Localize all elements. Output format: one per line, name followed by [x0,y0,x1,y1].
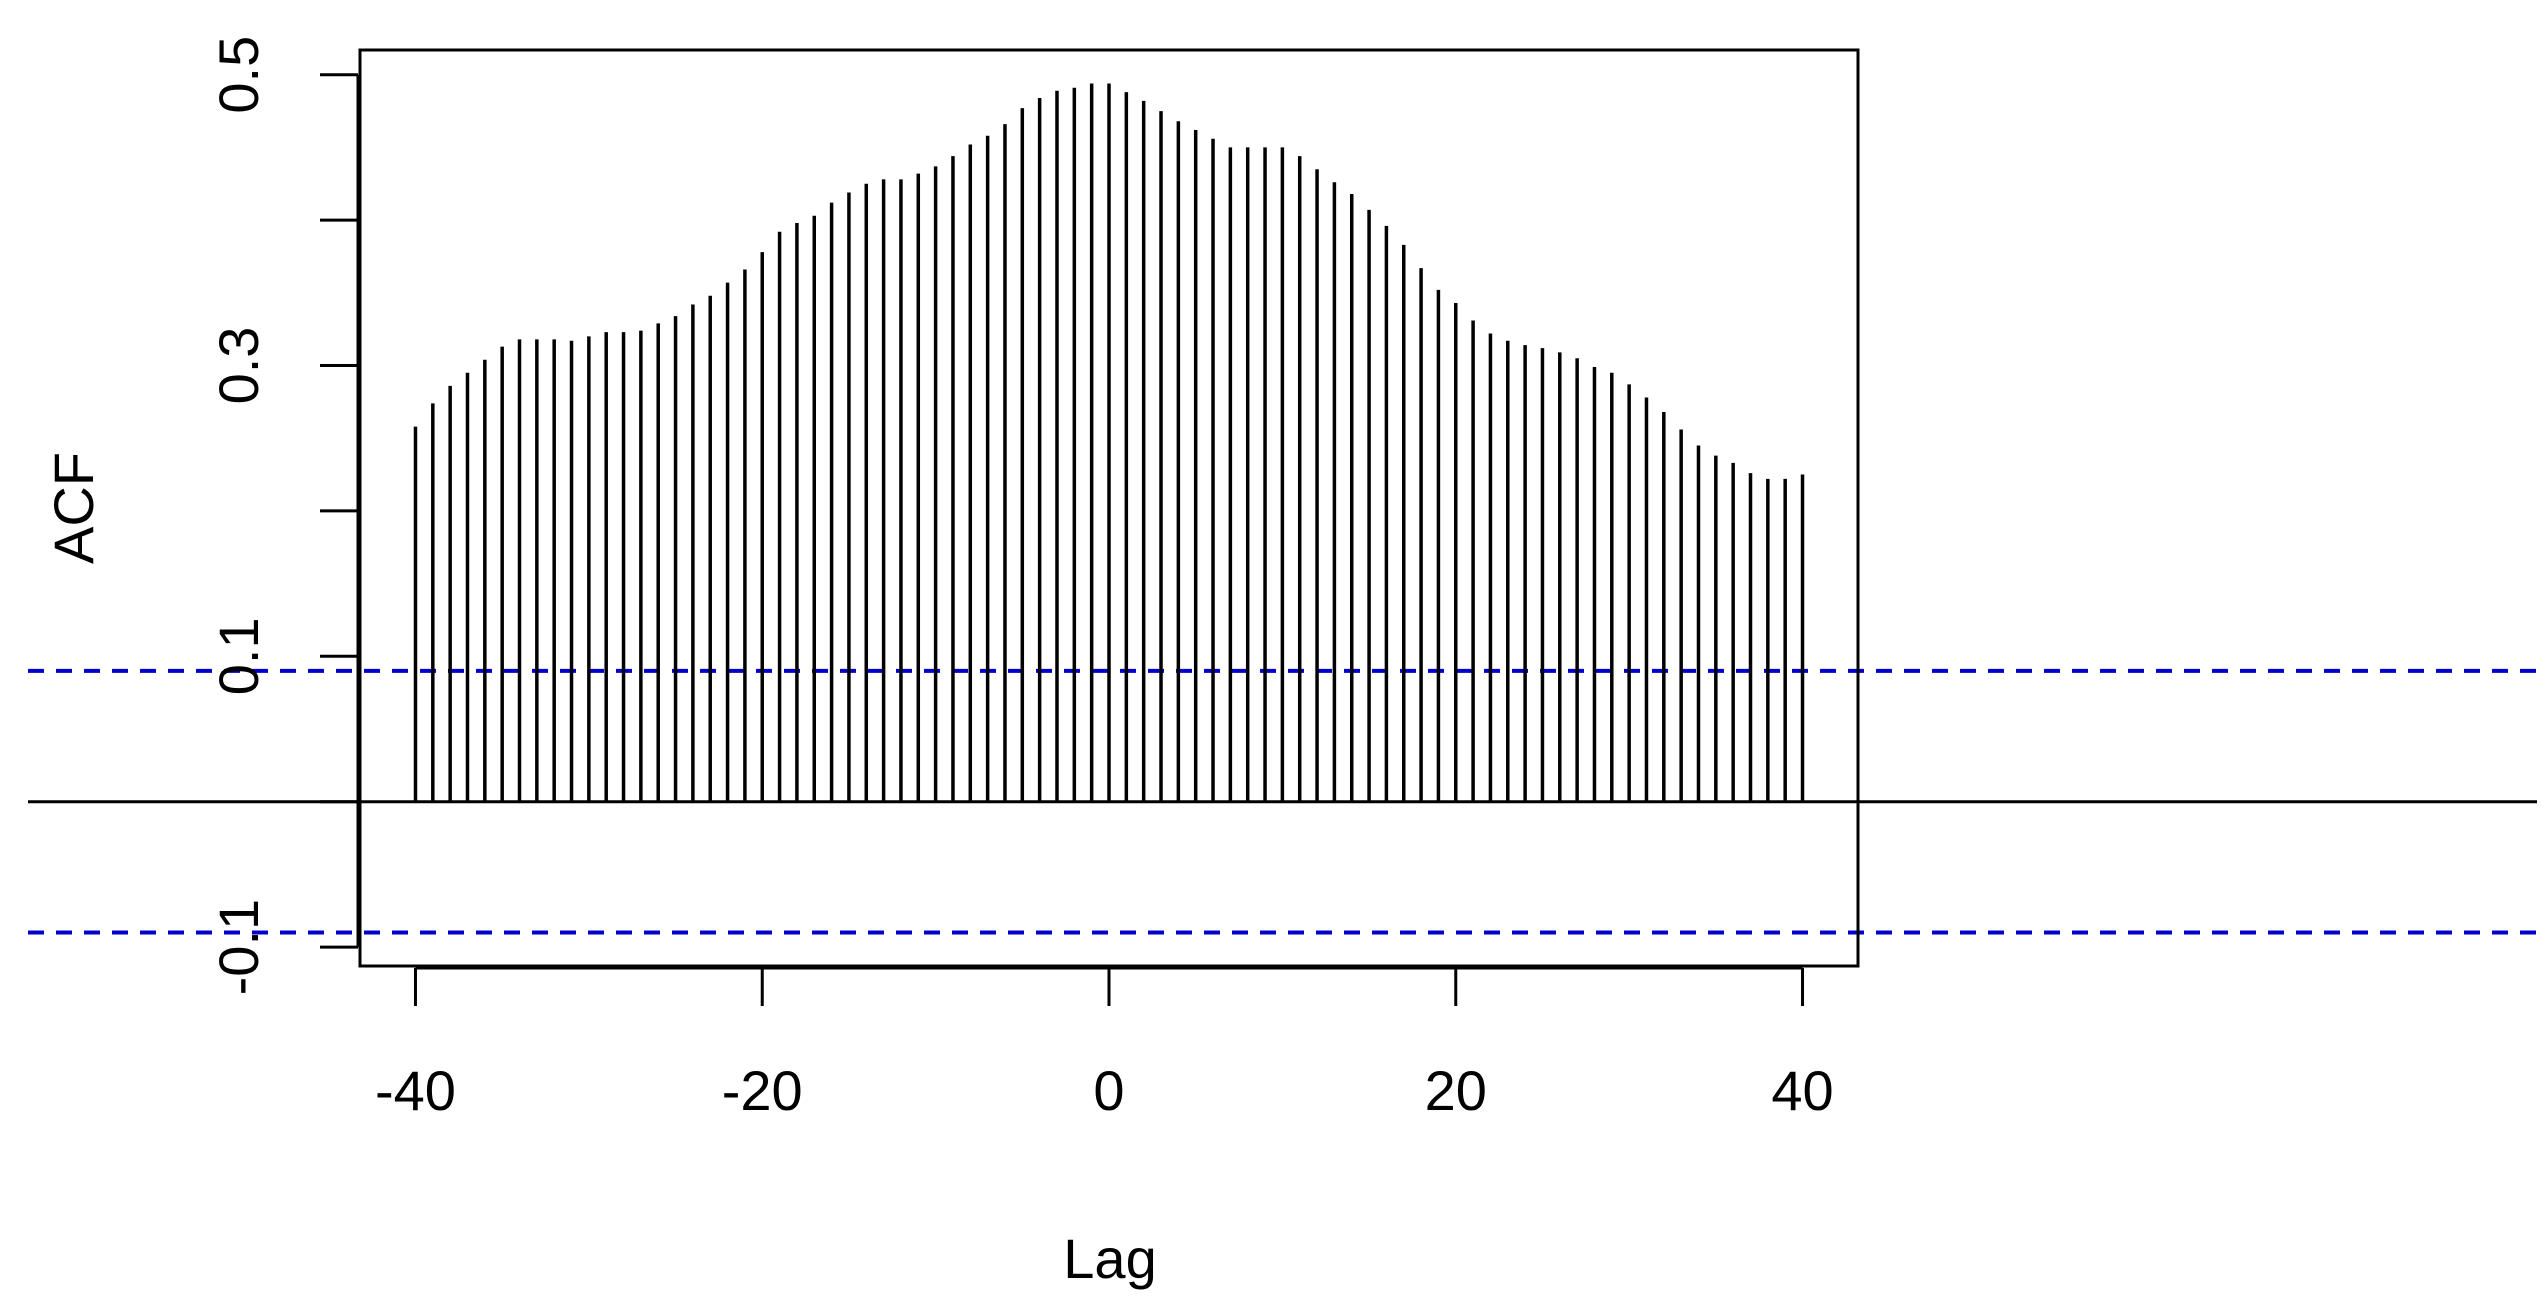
x-tick-label: 40 [1771,1059,1833,1122]
y-axis: -0.1 0.1 0.3 0.5 [207,36,360,996]
plot-frame [358,48,1860,968]
x-tick-label: -20 [722,1059,803,1122]
x-axis: -40 -20 0 20 40 [375,966,1834,1122]
x-tick-label: 0 [1093,1059,1124,1122]
acf-bars [413,83,1805,802]
x-tick-label: -40 [375,1059,456,1122]
y-tick-label: 0.1 [207,617,270,695]
x-tick-label: 20 [1425,1059,1487,1122]
y-tick-label: 0.3 [207,327,270,405]
y-tick-label: 0.5 [207,36,270,114]
y-tick-label: -0.1 [207,899,270,996]
y-axis-label: ACF [42,452,105,564]
x-axis-label: Lag [1063,1227,1156,1290]
